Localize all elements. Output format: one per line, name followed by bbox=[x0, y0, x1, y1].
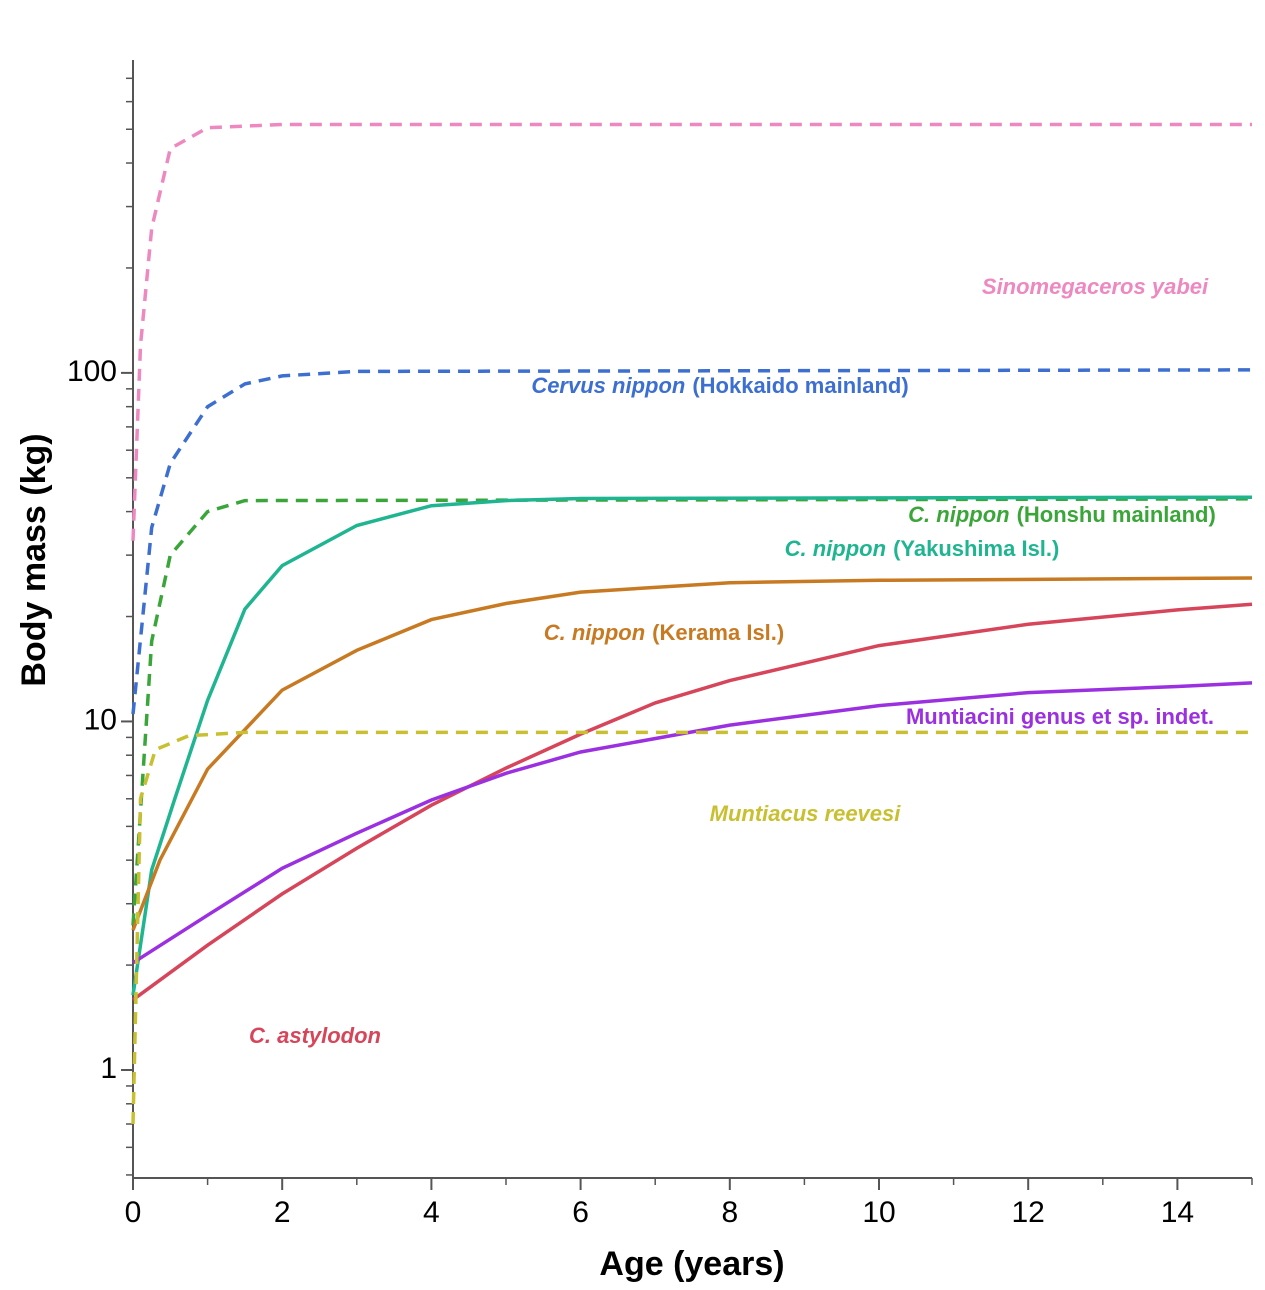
x-tick-label: 4 bbox=[423, 1196, 440, 1229]
series-label: Muntiacini genus et sp. indet. bbox=[906, 704, 1214, 729]
x-tick-label: 14 bbox=[1161, 1196, 1194, 1229]
series-label: Cervus nippon (Hokkaido mainland) bbox=[531, 373, 908, 398]
series-name: C. nippon bbox=[908, 502, 1009, 527]
growth-curve bbox=[131, 602, 1253, 1002]
x-tick-label: 10 bbox=[862, 1196, 895, 1229]
y-tick-label: 1 bbox=[100, 1052, 117, 1085]
y-axis-label: Body mass (kg) bbox=[15, 433, 53, 686]
x-tick-label: 2 bbox=[274, 1196, 291, 1229]
series-name: C. nippon bbox=[544, 620, 645, 645]
series-name: Sinomegaceros yabei bbox=[982, 274, 1209, 299]
growth-curve bbox=[131, 497, 1253, 926]
series-name: Muntiacus reevesi bbox=[710, 801, 902, 826]
growth-curve bbox=[132, 681, 1253, 965]
x-axis-label: Age (years) bbox=[599, 1245, 784, 1283]
series-label: C. nippon (Yakushima Isl.) bbox=[785, 536, 1060, 561]
series-name: C. nippon bbox=[785, 536, 886, 561]
series-locality: (Kerama Isl.) bbox=[652, 620, 784, 645]
growth-curve bbox=[131, 368, 1253, 715]
x-tick-label: 6 bbox=[572, 1196, 589, 1229]
series-label: C. nippon (Honshu mainland) bbox=[908, 502, 1216, 527]
series-label: Sinomegaceros yabei bbox=[982, 274, 1209, 299]
growth-curve bbox=[131, 495, 1253, 996]
series-name: Cervus nippon bbox=[531, 373, 685, 398]
series-name: Muntiacini genus et sp. indet. bbox=[906, 704, 1214, 729]
series-label: C. nippon (Kerama Isl.) bbox=[544, 620, 784, 645]
series-locality: (Honshu mainland) bbox=[1017, 502, 1216, 527]
growth-curve bbox=[131, 576, 1253, 931]
x-tick-label: 12 bbox=[1012, 1196, 1045, 1229]
series-locality: (Hokkaido mainland) bbox=[692, 373, 908, 398]
y-tick-label: 100 bbox=[67, 355, 117, 388]
growth-curve bbox=[131, 122, 1252, 541]
y-tick-label: 10 bbox=[84, 703, 117, 736]
x-tick-label: 8 bbox=[721, 1196, 738, 1229]
series-label: Muntiacus reevesi bbox=[710, 801, 902, 826]
growth-curve bbox=[131, 730, 1252, 1125]
series-label: C. astylodon bbox=[249, 1023, 381, 1048]
series-locality: (Yakushima Isl.) bbox=[893, 536, 1059, 561]
x-tick-label: 0 bbox=[125, 1196, 142, 1229]
series-name: C. astylodon bbox=[249, 1023, 381, 1048]
